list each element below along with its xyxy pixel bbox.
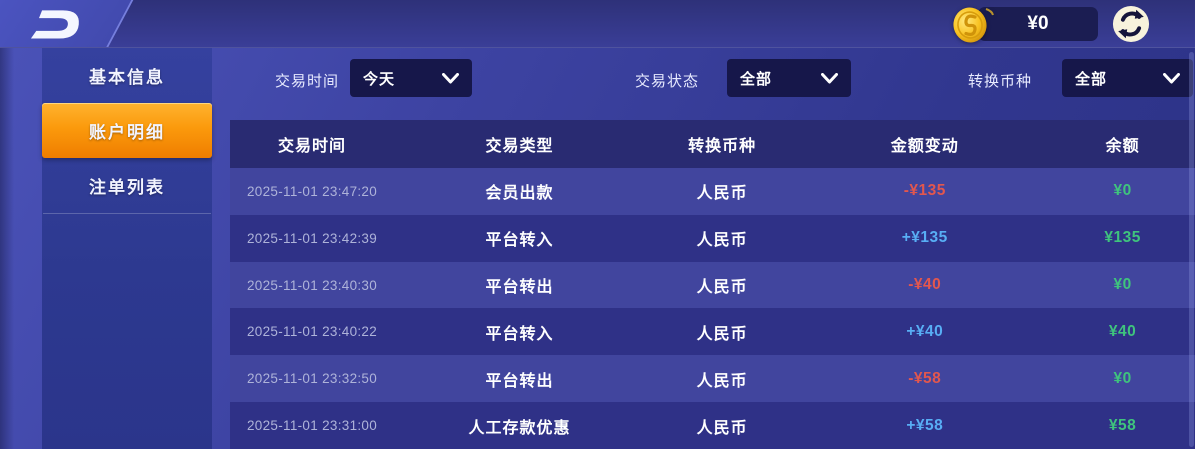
- chevron-down-icon: [1163, 72, 1180, 83]
- table-header: 交易时间 交易类型 转换币种 金额变动 余额: [230, 120, 1195, 168]
- cell-transaction-type: 人工存款优惠: [468, 419, 571, 437]
- header-amount-change: 金额变动: [890, 138, 959, 155]
- cell-amount-change: -¥135: [903, 182, 946, 200]
- filter-label-currency: 转换币种: [968, 73, 1033, 90]
- cell-currency: 人民币: [696, 372, 748, 390]
- table-row: 2025-11-01 23:42:39 平台转入 人民币 +¥135 ¥135: [230, 214, 1195, 262]
- cell-amount-change: -¥40: [908, 276, 942, 294]
- cell-currency: 人民币: [696, 232, 748, 250]
- filter-label-transaction-time: 交易时间: [275, 73, 340, 90]
- cell-transaction-type: 平台转出: [485, 372, 554, 390]
- cell-currency: 人民币: [696, 279, 748, 297]
- cell-transaction-type: 平台转入: [485, 325, 554, 343]
- sidebar-divider: [43, 213, 211, 214]
- wallet-area: ¥0: [950, 4, 1150, 44]
- cell-currency: 人民币: [696, 419, 748, 437]
- sidebar-item-label: 账户明细: [89, 123, 165, 142]
- chevron-down-icon: [821, 72, 838, 83]
- sidebar-item-label: 注单列表: [89, 178, 165, 197]
- sidebar-item-bet-list[interactable]: 注单列表: [42, 158, 212, 213]
- scrollbar[interactable]: [1189, 52, 1194, 447]
- balance-value: ¥0: [1027, 13, 1049, 34]
- filter-dropdown-currency[interactable]: 全部: [1062, 59, 1193, 97]
- topbar: ¥0: [0, 0, 1195, 48]
- cell-amount-change: +¥40: [906, 322, 944, 340]
- table-row: 2025-11-01 23:47:20 会员出款 人民币 -¥135 ¥0: [230, 168, 1195, 215]
- cell-balance: ¥58: [1108, 416, 1137, 434]
- cell-transaction-time: 2025-11-01 23:42:39: [246, 230, 378, 246]
- refresh-icon: [1112, 5, 1150, 43]
- cell-amount-change: +¥135: [901, 229, 948, 247]
- sidebar-item-label: 基本信息: [89, 68, 165, 87]
- cell-transaction-type: 平台转出: [485, 279, 554, 297]
- table-row: 2025-11-01 23:40:30 平台转出 人民币 -¥40 ¥0: [230, 261, 1195, 309]
- cell-balance: ¥135: [1104, 229, 1141, 247]
- filter-value: 全部: [740, 70, 773, 88]
- chevron-down-icon: [442, 72, 459, 83]
- cell-amount-change: -¥58: [908, 369, 942, 387]
- cell-transaction-time: 2025-11-01 23:31:00: [246, 418, 378, 434]
- table-body: 2025-11-01 23:47:20 会员出款 人民币 -¥135 ¥0 20…: [230, 168, 1195, 449]
- app-logo-icon: [30, 10, 79, 39]
- cell-transaction-time: 2025-11-01 23:47:20: [246, 183, 378, 199]
- cell-transaction-time: 2025-11-01 23:40:22: [246, 324, 378, 340]
- cell-balance: ¥0: [1113, 182, 1132, 200]
- filter-value: 全部: [1075, 70, 1108, 88]
- cell-transaction-type: 会员出款: [485, 185, 554, 203]
- filter-value: 今天: [363, 70, 396, 88]
- filter-dropdown-transaction-status[interactable]: 全部: [727, 59, 851, 97]
- balance-display: ¥0: [978, 7, 1098, 41]
- filter-dropdown-transaction-time[interactable]: 今天: [350, 59, 472, 97]
- cell-currency: 人民币: [696, 185, 748, 203]
- coin-icon: [953, 7, 994, 43]
- content: 交易时间 今天 交易状态 全部 转换币种 全部 交易时间 交易类型 转换币种 金…: [230, 48, 1195, 449]
- sidebar-item-basic-info[interactable]: 基本信息: [42, 48, 212, 103]
- cell-currency: 人民币: [696, 325, 748, 343]
- sidebar-item-account-details[interactable]: 账户明细: [42, 103, 212, 158]
- cell-amount-change: +¥58: [906, 416, 944, 434]
- table-row: 2025-11-01 23:31:00 人工存款优惠 人民币 +¥58 ¥58: [230, 402, 1195, 449]
- table-row: 2025-11-01 23:32:50 平台转出 人民币 -¥58 ¥0: [230, 355, 1195, 403]
- sidebar: 基本信息 账户明细 注单列表: [42, 48, 212, 449]
- cell-transaction-type: 平台转入: [485, 232, 554, 250]
- filter-label-transaction-status: 交易状态: [635, 73, 700, 90]
- left-edge-shade: [0, 48, 14, 449]
- filter-bar: 交易时间 今天 交易状态 全部 转换币种 全部: [230, 48, 1195, 120]
- cell-balance: ¥40: [1108, 322, 1137, 340]
- header-currency: 转换币种: [688, 138, 757, 155]
- header-transaction-type: 交易类型: [485, 138, 554, 155]
- header-balance: 余额: [1105, 138, 1140, 155]
- header-transaction-time: 交易时间: [278, 138, 347, 155]
- refresh-button[interactable]: [1112, 5, 1150, 43]
- cell-transaction-time: 2025-11-01 23:40:30: [246, 277, 378, 293]
- cell-balance: ¥0: [1113, 369, 1132, 387]
- table-row: 2025-11-01 23:40:22 平台转入 人民币 +¥40 ¥40: [230, 308, 1195, 356]
- cell-balance: ¥0: [1113, 276, 1132, 294]
- cell-transaction-time: 2025-11-01 23:32:50: [246, 371, 378, 387]
